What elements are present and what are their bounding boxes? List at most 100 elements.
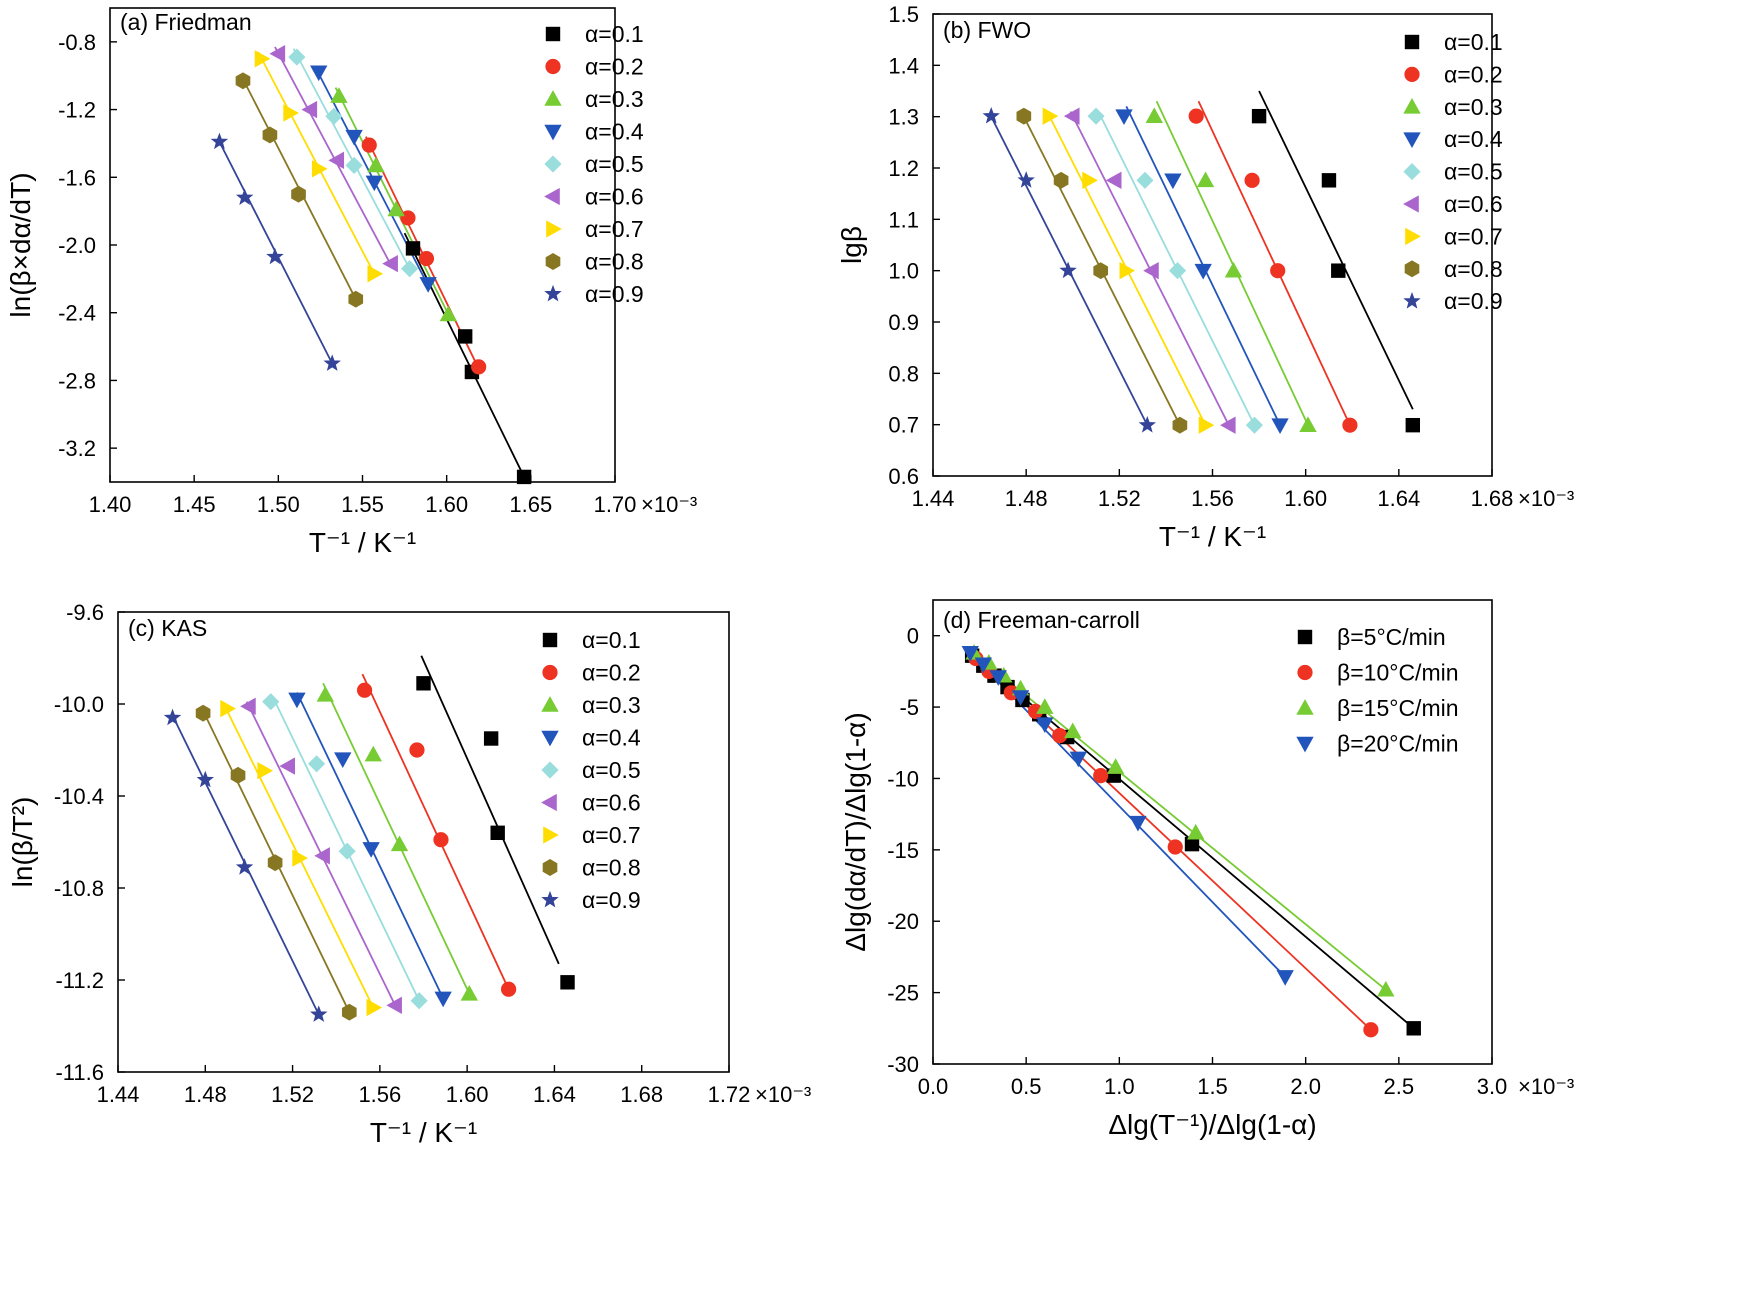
data-point bbox=[1299, 416, 1317, 432]
data-point bbox=[1106, 758, 1125, 774]
data-point bbox=[283, 104, 299, 122]
data-point bbox=[1042, 107, 1059, 125]
x-tick-label: 1.56 bbox=[1191, 486, 1234, 511]
data-point bbox=[267, 854, 283, 872]
data-point bbox=[325, 107, 343, 125]
fit-line bbox=[292, 48, 411, 270]
legend-marker bbox=[1405, 227, 1421, 246]
fit-line bbox=[1258, 90, 1414, 410]
x-tick-label: 1.68 bbox=[1471, 486, 1514, 511]
legend-label: α=0.9 bbox=[585, 281, 644, 307]
legend-label: α=0.2 bbox=[1444, 61, 1503, 87]
legend-label: α=0.5 bbox=[585, 151, 644, 177]
panel-label: (a) Friedman bbox=[120, 9, 252, 35]
y-tick-label: -11.2 bbox=[55, 968, 104, 993]
x-tick-label: 1.52 bbox=[1098, 486, 1141, 511]
x-tick-label: 1.55 bbox=[341, 492, 384, 517]
data-point bbox=[291, 185, 306, 203]
y-tick-label: 0.8 bbox=[888, 361, 919, 386]
data-point bbox=[1052, 728, 1068, 744]
data-point bbox=[1115, 109, 1133, 125]
legend-label: α=0.8 bbox=[585, 249, 644, 275]
legend-label: α=0.5 bbox=[582, 757, 641, 783]
data-point bbox=[410, 992, 428, 1010]
legend-marker bbox=[1404, 34, 1420, 50]
x-axis-title: Δlg(T⁻¹)/Δlg(1-α) bbox=[1108, 1109, 1316, 1140]
x-tick-label: 1.44 bbox=[97, 1082, 140, 1107]
data-point bbox=[196, 770, 214, 788]
data-point bbox=[418, 250, 435, 267]
plot-frame bbox=[109, 7, 616, 483]
x-tick-label: 1.56 bbox=[358, 1082, 401, 1107]
data-point bbox=[1145, 107, 1163, 123]
data-point bbox=[516, 469, 532, 485]
legend-label: α=0.5 bbox=[1444, 159, 1503, 185]
y-tick-label: 0.6 bbox=[888, 464, 919, 489]
data-point bbox=[1016, 107, 1032, 125]
panel-label: (b) FWO bbox=[943, 17, 1031, 43]
data-point bbox=[1251, 108, 1267, 124]
y-tick-label: 0 bbox=[907, 624, 919, 649]
legend-label: α=0.6 bbox=[585, 184, 644, 210]
panel-d-freeman-carroll: 0.0 0.5 1.0 1.5 2.0 2.5 3.0 ×10⁻³ 0 -5 -10 -15 -20 -2… bbox=[840, 599, 1574, 1140]
x-tick-label: 1.52 bbox=[271, 1082, 314, 1107]
data-point bbox=[338, 842, 356, 860]
legend-marker bbox=[542, 859, 558, 876]
legend-label: α=0.3 bbox=[582, 692, 641, 718]
x-tick-label: 1.64 bbox=[1377, 486, 1420, 511]
legend-marker bbox=[1403, 97, 1421, 114]
data-point bbox=[1105, 171, 1122, 189]
legend-marker bbox=[546, 220, 562, 238]
data-point bbox=[292, 849, 308, 867]
y-tick-label: -3.2 bbox=[58, 436, 96, 461]
x-axis-title: T⁻¹ / K⁻¹ bbox=[1159, 521, 1266, 552]
data-point bbox=[1219, 416, 1236, 434]
data-point bbox=[982, 107, 1000, 124]
data-point bbox=[1276, 970, 1294, 986]
data-point bbox=[1406, 1021, 1421, 1036]
data-point bbox=[362, 842, 380, 858]
data-point bbox=[1093, 262, 1109, 280]
data-point bbox=[501, 981, 517, 997]
x-tick-label: 1.64 bbox=[533, 1082, 576, 1107]
legend-label: α=0.8 bbox=[1444, 256, 1503, 282]
data-point bbox=[1342, 417, 1358, 433]
data-point bbox=[254, 50, 271, 68]
data-point bbox=[387, 200, 405, 217]
plot-frame bbox=[117, 611, 730, 1073]
y-tick-label: -2.8 bbox=[58, 368, 96, 393]
legend-marker bbox=[1296, 736, 1314, 753]
data-point bbox=[301, 100, 318, 119]
y-tick-label: 1.5 bbox=[888, 2, 919, 27]
data-point bbox=[1405, 417, 1421, 433]
legend-marker bbox=[544, 90, 562, 106]
x-axis-multiplier: ×10⁻³ bbox=[641, 492, 697, 517]
data-point bbox=[195, 704, 211, 722]
data-point bbox=[235, 188, 254, 205]
data-point bbox=[409, 742, 425, 758]
data-point bbox=[1167, 839, 1183, 855]
legend-marker bbox=[544, 187, 560, 206]
data-point bbox=[1053, 171, 1069, 189]
data-point bbox=[1093, 768, 1109, 784]
y-tick-label: -1.2 bbox=[58, 98, 96, 123]
x-tick-label: 0.0 bbox=[918, 1074, 949, 1099]
y-tick-label: -15 bbox=[887, 838, 919, 863]
data-point bbox=[240, 697, 256, 715]
x-tick-label: 1.60 bbox=[1284, 486, 1327, 511]
legend-marker bbox=[543, 826, 559, 844]
data-point bbox=[560, 975, 575, 990]
data-point bbox=[460, 984, 479, 1001]
data-point bbox=[471, 359, 487, 375]
data-point bbox=[163, 708, 182, 726]
data-point bbox=[433, 832, 449, 848]
y-tick-label: 1.2 bbox=[888, 156, 919, 181]
data-point bbox=[1064, 722, 1082, 739]
data-point bbox=[457, 329, 473, 344]
y-tick-label: 0.7 bbox=[888, 413, 919, 438]
data-point bbox=[314, 847, 330, 865]
legend-marker bbox=[1403, 132, 1421, 149]
y-tick-label: -10 bbox=[887, 766, 919, 791]
legend-label: β=20°C/min bbox=[1337, 731, 1459, 757]
